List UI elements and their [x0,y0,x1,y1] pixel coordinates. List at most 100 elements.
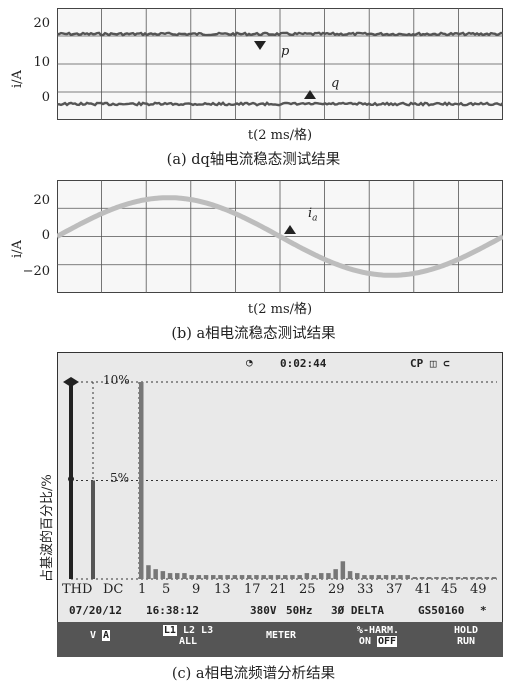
status-date: 07/20/12 [69,604,122,617]
label-ia: ia [308,206,318,224]
harmonic-bar-37 [398,575,403,579]
harmonic-bar-12 [218,575,223,579]
harmonic-bar-41 [427,577,432,579]
harmonic-bar-48 [477,577,482,579]
harmonic-bar-21 [283,575,288,579]
harmonic-bar-6 [175,573,180,579]
xlabel-21: 21 [270,582,287,597]
harmonic-bar-7 [182,573,187,579]
harmonic-bar-42 [434,577,439,579]
harmonic-bar-16 [247,575,252,579]
harmonic-bar-28 [333,569,338,579]
harmonic-bar-47 [470,577,475,579]
panel-b-ytick-20: 20 [33,193,50,208]
status-phase: 3Ø DELTA [331,604,384,617]
status-freq: 50Hz [286,604,313,617]
harmonic-bar-36 [391,575,396,579]
panel-c-ylabel: 占基波的百分比/% [40,474,55,582]
harmonic-bar-15 [239,575,245,579]
harmonic-bar-33 [369,575,374,579]
status-star: * [480,604,487,617]
harmonic-bar-30 [347,571,353,579]
panel-b-xlabel: t(2 ms/格) [247,302,313,317]
analyzer-screen [57,352,503,657]
harmonic-bar-31 [355,573,360,579]
harmonic-bar-23 [297,575,302,579]
status-time: 16:38:12 [146,604,199,617]
xlabel-29: 29 [328,582,345,597]
xlabel-5: 5 [162,582,171,597]
series-ia [57,195,503,278]
harmonic-bar-13 [225,575,230,579]
harmonic-bar-1 [139,382,144,579]
pct-label-5: 5% [110,471,130,485]
timer-icon: ◔ [246,356,253,369]
pct-label-10: 10% [103,373,130,387]
xlabel-45: 45 [441,582,458,597]
harmonic-bar-19 [268,575,274,579]
xlabel-33: 33 [357,582,374,597]
panel-b-ytick-neg20: −20 [22,264,50,279]
xlabel-1: 1 [138,582,147,597]
panel-c-caption: (c) a相电流频谱分析结果 [171,666,336,682]
harmonic-bar-8 [189,575,194,579]
harmonic-bar-38 [405,575,410,579]
harmonic-bar-5 [167,573,173,579]
harmonic-bar-22 [290,575,295,579]
panel-a-xlabel: t(2 ms/格) [247,128,313,143]
harmonic-bar-34 [376,575,382,579]
series-p [57,31,503,37]
xlabel-thd: THD [62,582,93,597]
harmonic-bars [63,377,497,580]
label-p: p [281,44,290,59]
harmonic-bar-44 [448,577,454,579]
harmonic-bar-25 [311,575,317,579]
harmonic-bar-9 [196,575,202,579]
harmonic-bar-49 [484,577,490,579]
harmonic-bar-DC [91,480,95,579]
softkey-bar [57,622,503,657]
softkey-hold[interactable]: HOLD RUN [453,625,479,647]
panel-a-caption: (a) dq轴电流稳态测试结果 [166,152,341,168]
harmonic-bar-46 [463,577,468,579]
status-standard: GS50160 [418,604,465,617]
harmonic-bar-2 [146,565,151,579]
marker-q [304,90,316,99]
harmonic-bar-24 [304,573,310,579]
harmonic-bar-26 [319,573,324,579]
panel-a-ytick-0: 0 [41,90,50,105]
harmonic-bar-27 [326,573,331,579]
status-voltage: 380V [250,604,277,617]
harmonic-bar-32 [362,575,367,579]
xlabel-41: 41 [415,582,432,597]
panel-a-ytick-20: 20 [33,16,50,31]
harmonic-bar-3 [153,569,158,579]
header-time: 0:02:44 [280,357,327,370]
harmonic-bar-35 [383,575,389,579]
panel-b-plot [57,180,503,293]
harmonic-bar-50 [491,577,497,579]
softkey-harm[interactable]: %-HARM. ON OFF [356,625,400,647]
harmonic-bar-20 [275,575,281,579]
harmonic-bar-45 [455,577,461,579]
harmonic-bar-11 [211,575,216,579]
harmonic-bar-10 [203,575,209,579]
softkey-phase[interactable]: L1 L2 L3 ALL [162,625,214,647]
softkey-va[interactable]: V A [89,630,111,641]
series-q [57,101,503,107]
harmonic-bar-29 [340,561,346,579]
xlabel-13: 13 [214,582,231,597]
xlabel-9: 9 [192,582,201,597]
xlabel-49: 49 [470,582,487,597]
harmonic-bar-18 [261,575,266,579]
xlabel-dc: DC [103,582,124,597]
harmonic-bar-4 [160,571,166,579]
harmonic-bar-39 [412,577,418,579]
label-q: q [331,76,340,91]
harmonic-bar-40 [419,577,425,579]
softkey-meter[interactable]: METER [265,630,297,641]
marker-ia [284,225,296,234]
harmonic-bar-43 [441,577,446,579]
header-icons: CP ◫ ⊂ [410,357,450,370]
marker-p [254,41,266,50]
